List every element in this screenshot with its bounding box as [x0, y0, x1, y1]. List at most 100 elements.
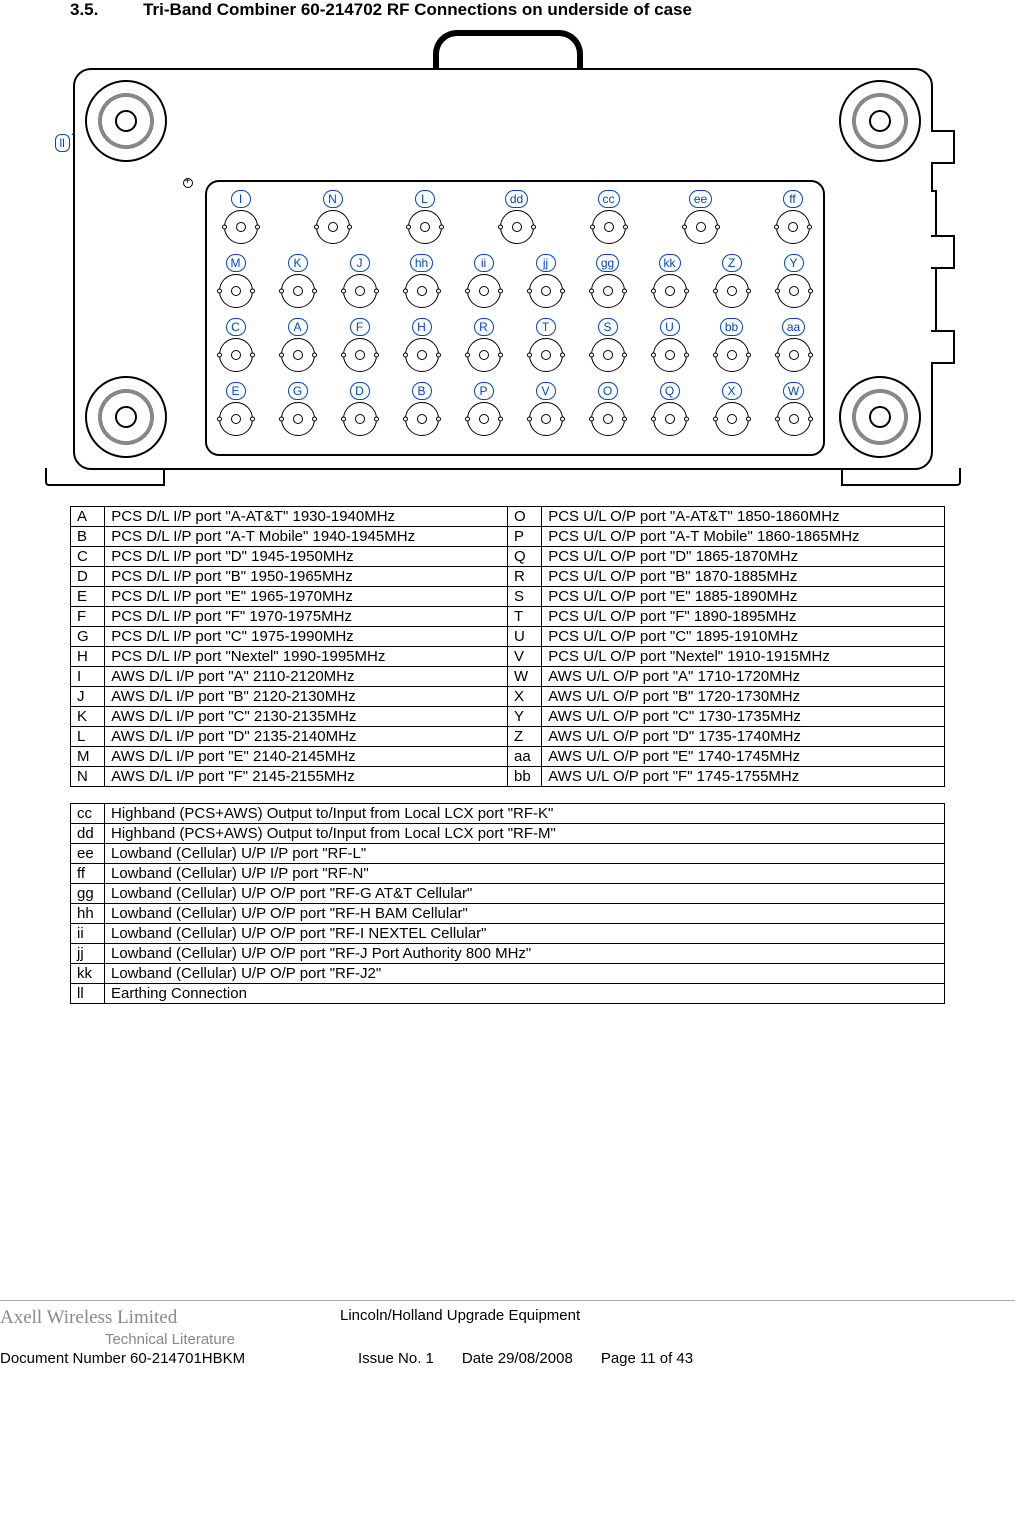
side-gland-3 [931, 330, 955, 364]
port-desc: Lowband (Cellular) U/P I/P port "RF-L" [105, 844, 945, 864]
port-desc: PCS D/L I/P port "Nextel" 1990-1995MHz [105, 647, 508, 667]
rf-port: C [208, 318, 264, 372]
section-heading: 3.5. Tri-Band Combiner 60-214702 RF Conn… [70, 0, 945, 20]
port-desc: PCS U/L O/P port "Nextel" 1910-1915MHz [542, 647, 945, 667]
rf-connector-icon [219, 338, 253, 372]
port-label: J [350, 254, 370, 272]
port-label: ff [783, 190, 803, 208]
port-label: U [660, 318, 680, 336]
rf-port: I [211, 190, 271, 244]
port-label: O [598, 382, 618, 400]
port-label: ee [689, 190, 712, 208]
page-footer: Axell Wireless Limited Lincoln/Holland U… [0, 1300, 1015, 1367]
mounting-boss-br [839, 376, 921, 458]
port-desc: PCS D/L I/P port "F" 1970-1975MHz [105, 607, 508, 627]
rf-connector-icon [500, 210, 534, 244]
port-key: ll [71, 984, 105, 1004]
earth-terminal [183, 178, 193, 188]
table-row: kkLowband (Cellular) U/P O/P port "RF-J2… [71, 964, 945, 984]
rf-connector-icon [343, 274, 377, 308]
port-label: jj [536, 254, 556, 272]
mounting-boss-tl [85, 80, 167, 162]
port-label: kk [659, 254, 681, 272]
rf-connector-icon [529, 338, 563, 372]
port-desc: AWS D/L I/P port "E" 2140-2145MHz [105, 747, 508, 767]
rf-connector-icon [591, 338, 625, 372]
table-row: hhLowband (Cellular) U/P O/P port "RF-H … [71, 904, 945, 924]
flange-right [841, 468, 961, 486]
case-outline: INLddcceeffMKJhhiijjggkkZYCAFHRTSUbbaaEG… [73, 68, 933, 470]
connector-row: EGDBPVOQXW [207, 382, 823, 446]
port-key: dd [71, 824, 105, 844]
port-label: Y [784, 254, 804, 272]
port-label: aa [782, 318, 805, 336]
port-key: N [71, 767, 105, 787]
port-label: hh [410, 254, 433, 272]
port-label: B [412, 382, 432, 400]
port-desc: Lowband (Cellular) U/P I/P port "RF-N" [105, 864, 945, 884]
port-label: M [226, 254, 246, 272]
port-label: C [226, 318, 246, 336]
port-desc: Lowband (Cellular) U/P O/P port "RF-J Po… [105, 944, 945, 964]
table-row: ffLowband (Cellular) U/P I/P port "RF-N" [71, 864, 945, 884]
table-row: ddHighband (PCS+AWS) Output to/Input fro… [71, 824, 945, 844]
rf-port: jj [518, 254, 574, 308]
port-desc: AWS U/L O/P port "E" 1740-1745MHz [542, 747, 945, 767]
rf-connector-icon [529, 402, 563, 436]
footer-date: Date 29/08/2008 [462, 1350, 573, 1367]
table-row: EPCS D/L I/P port "E" 1965-1970MHzSPCS U… [71, 587, 945, 607]
rf-port: K [270, 254, 326, 308]
table-row: LAWS D/L I/P port "D" 2135-2140MHzZAWS U… [71, 727, 945, 747]
port-table-extra: ccHighband (PCS+AWS) Output to/Input fro… [70, 803, 945, 1004]
port-label: Z [722, 254, 742, 272]
rf-connector-icon [684, 210, 718, 244]
rf-port: T [518, 318, 574, 372]
port-key: S [507, 587, 541, 607]
port-key: Y [507, 707, 541, 727]
port-desc: AWS U/L O/P port "D" 1735-1740MHz [542, 727, 945, 747]
rf-connector-icon [653, 402, 687, 436]
rf-connector-icon [591, 274, 625, 308]
port-label: K [288, 254, 308, 272]
table-row: HPCS D/L I/P port "Nextel" 1990-1995MHzV… [71, 647, 945, 667]
port-key: D [71, 567, 105, 587]
footer-page: Page 11 of 43 [601, 1350, 693, 1367]
rf-port: H [394, 318, 450, 372]
connector-panel: INLddcceeffMKJhhiijjggkkZYCAFHRTSUbbaaEG… [205, 180, 825, 456]
rf-port: ee [671, 190, 731, 244]
port-key: R [507, 567, 541, 587]
port-desc: PCS U/L O/P port "D" 1865-1870MHz [542, 547, 945, 567]
rf-connector-icon [777, 274, 811, 308]
rf-port: hh [394, 254, 450, 308]
table-row: FPCS D/L I/P port "F" 1970-1975MHzTPCS U… [71, 607, 945, 627]
port-desc: AWS D/L I/P port "D" 2135-2140MHz [105, 727, 508, 747]
port-desc: PCS D/L I/P port "A-T Mobile" 1940-1945M… [105, 527, 508, 547]
rf-connector-icon [777, 338, 811, 372]
rf-connector-icon [405, 402, 439, 436]
rf-connector-icon [408, 210, 442, 244]
port-label: A [288, 318, 308, 336]
rf-connector-icon [777, 402, 811, 436]
port-key: W [507, 667, 541, 687]
rf-port: V [518, 382, 574, 436]
rf-port: gg [580, 254, 636, 308]
port-desc: PCS D/L I/P port "C" 1975-1990MHz [105, 627, 508, 647]
port-desc: AWS U/L O/P port "C" 1730-1735MHz [542, 707, 945, 727]
port-key: I [71, 667, 105, 687]
port-key: H [71, 647, 105, 667]
port-label: E [226, 382, 246, 400]
rf-connector-icon [224, 210, 258, 244]
port-desc: AWS D/L I/P port "B" 2120-2130MHz [105, 687, 508, 707]
rf-port: aa [766, 318, 822, 372]
rf-connector-icon [467, 338, 501, 372]
port-desc: Highband (PCS+AWS) Output to/Input from … [105, 824, 945, 844]
rf-port: S [580, 318, 636, 372]
port-desc: PCS D/L I/P port "A-AT&T" 1930-1940MHz [105, 507, 508, 527]
rf-connector-icon [653, 274, 687, 308]
port-key: kk [71, 964, 105, 984]
port-desc: AWS D/L I/P port "F" 2145-2155MHz [105, 767, 508, 787]
port-desc: PCS U/L O/P port "A-AT&T" 1850-1860MHz [542, 507, 945, 527]
rf-port: kk [642, 254, 698, 308]
port-label: ii [474, 254, 494, 272]
port-desc: Lowband (Cellular) U/P O/P port "RF-G AT… [105, 884, 945, 904]
